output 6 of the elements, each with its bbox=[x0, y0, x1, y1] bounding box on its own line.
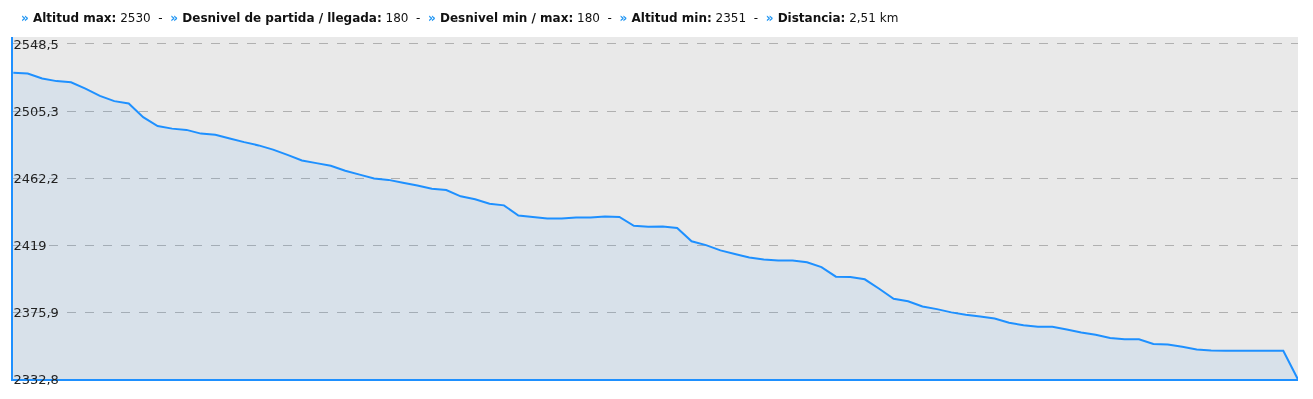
chart-title: » Altitud max: 2530 - » Desnivel de partida / llegada: 180 - » Desnivel min / max: 180 - » Altitud min: 2351 - » Distancia: 2,51 km bbox=[21, 11, 899, 26]
y-tick-label: 2462,2 bbox=[13, 170, 59, 186]
y-tick-label: 2375,9 bbox=[13, 304, 59, 320]
y-tick-label: 2505,3 bbox=[13, 103, 59, 119]
y-tick-label: 2419 bbox=[13, 237, 47, 253]
y-tick-label: 2548,5 bbox=[13, 36, 59, 52]
